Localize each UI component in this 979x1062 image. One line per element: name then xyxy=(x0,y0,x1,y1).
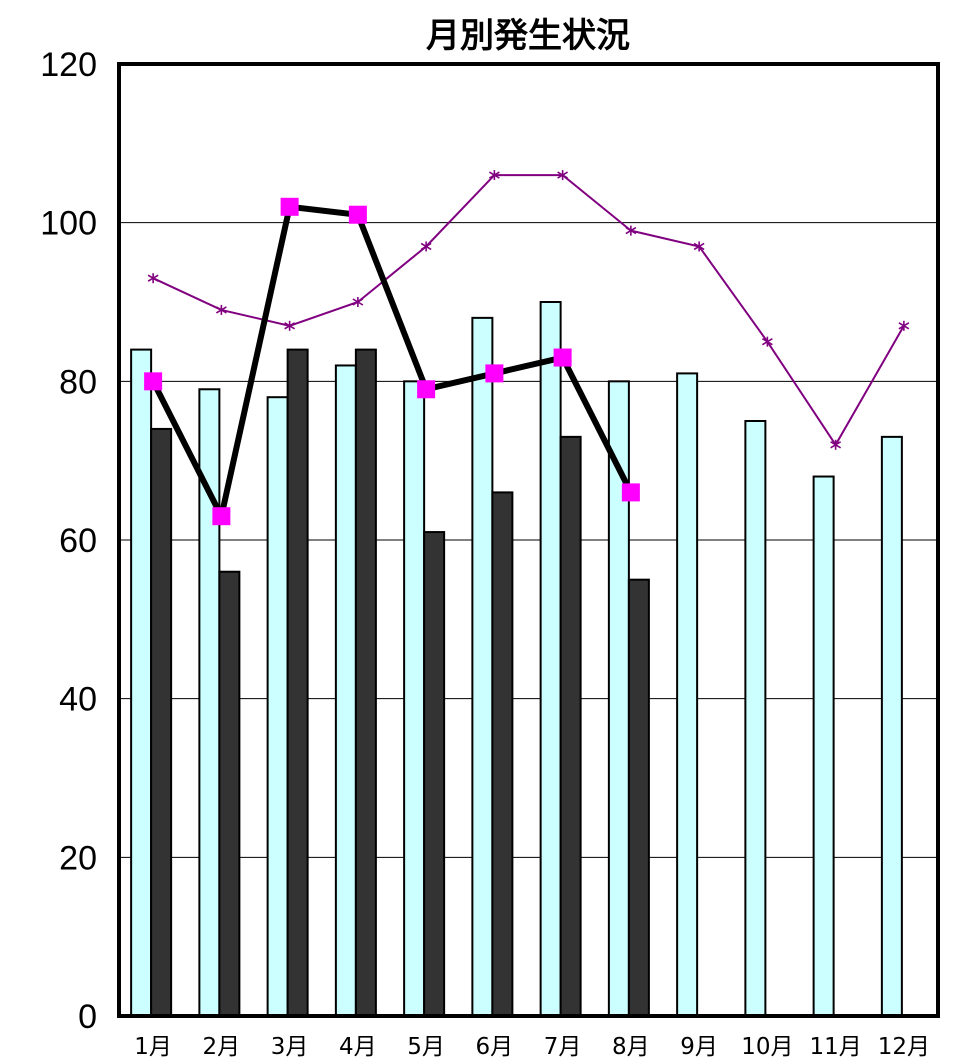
y-tick-label: 100 xyxy=(40,205,97,243)
x-tick-label: 3月 xyxy=(271,1034,309,1060)
line-point xyxy=(147,273,159,284)
x-tick-label: 9月 xyxy=(680,1034,718,1060)
bar xyxy=(403,380,426,1018)
x-tick-label: 12月 xyxy=(878,1034,930,1060)
bar xyxy=(354,348,377,1018)
series-line xyxy=(152,174,905,447)
series-line xyxy=(150,203,634,526)
line-point xyxy=(284,320,296,331)
line-point xyxy=(144,372,163,391)
line-point xyxy=(215,304,227,315)
x-tick-label: 5月 xyxy=(407,1034,445,1060)
y-tick-label: 40 xyxy=(59,681,97,719)
x-tick-label: 8月 xyxy=(612,1034,650,1060)
bar xyxy=(812,475,835,1017)
line-point xyxy=(417,380,436,399)
x-tick-label: 6月 xyxy=(476,1034,514,1060)
bar xyxy=(286,348,309,1018)
bar xyxy=(334,364,357,1017)
y-tick-label: 120 xyxy=(40,46,97,84)
bar xyxy=(150,427,173,1017)
bar xyxy=(539,301,562,1017)
line-point xyxy=(352,297,364,307)
x-tick-label: 11月 xyxy=(809,1034,861,1060)
line-point xyxy=(621,483,640,502)
x-tick-label: 4月 xyxy=(339,1034,377,1060)
y-tick-label: 80 xyxy=(59,363,97,401)
bar xyxy=(266,396,289,1017)
line-point xyxy=(280,197,299,216)
y-tick-label: 0 xyxy=(78,998,97,1036)
bar xyxy=(471,316,494,1018)
bar xyxy=(218,570,241,1017)
x-tick-label: 10月 xyxy=(741,1034,793,1060)
x-axis-ticks: 1月 2月 3月 4月 5月 6月 7月 8月 9月 10月 11月 12月 xyxy=(134,1034,930,1060)
line-point xyxy=(488,170,500,181)
bar xyxy=(491,491,514,1017)
y-tick-label: 60 xyxy=(59,522,97,560)
plot-frame xyxy=(117,62,940,1018)
chart-title: 月別発生状況 xyxy=(426,16,630,56)
line-point xyxy=(420,241,432,252)
bar xyxy=(676,372,699,1017)
line-point xyxy=(485,364,504,383)
bar xyxy=(627,578,650,1018)
line-point xyxy=(625,225,637,236)
x-tick-label: 2月 xyxy=(203,1034,241,1060)
bar xyxy=(880,435,903,1018)
y-tick-label: 20 xyxy=(59,839,97,877)
line-point xyxy=(212,507,231,526)
line-point xyxy=(898,320,910,331)
line-point xyxy=(761,336,773,347)
gridlines xyxy=(119,222,938,858)
line-point xyxy=(830,439,842,450)
line-point xyxy=(693,241,705,252)
y-axis-ticks: 0 20 40 60 80 100 120 xyxy=(40,46,97,1036)
line-point xyxy=(553,348,572,367)
bar xyxy=(559,435,582,1018)
line-point xyxy=(348,205,367,224)
x-tick-label: 7月 xyxy=(544,1034,582,1060)
lines xyxy=(144,170,910,526)
bar xyxy=(744,420,767,1017)
bar xyxy=(130,348,153,1018)
x-tick-label: 1月 xyxy=(134,1034,172,1060)
bar xyxy=(423,531,446,1017)
line-point xyxy=(557,170,569,181)
